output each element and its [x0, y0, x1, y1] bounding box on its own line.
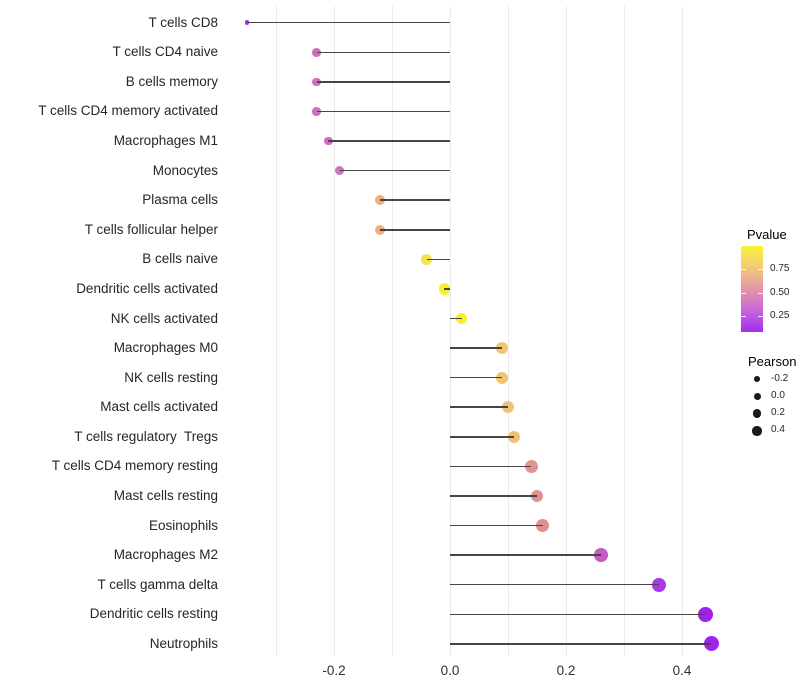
x-axis-tick-label: 0.2	[556, 663, 576, 678]
lollipop-stick	[450, 376, 503, 379]
pearson-legend-dot	[752, 426, 762, 436]
row-label: Macrophages M2	[113, 547, 218, 563]
pvalue-legend-title: Pvalue	[747, 227, 787, 242]
row-label: B cells memory	[125, 73, 218, 89]
colorbar-tick-mark	[741, 292, 746, 294]
row-label: Mast cells activated	[100, 399, 218, 415]
gridline	[449, 6, 451, 656]
lollipop-stick	[316, 51, 450, 54]
lollipop-stick	[450, 554, 601, 556]
lollipop-stick	[380, 229, 450, 231]
lollipop-point	[703, 636, 719, 652]
x-axis-tick-label: 0.4	[672, 663, 692, 678]
lollipop-point	[335, 166, 345, 176]
colorbar-tick-mark	[758, 316, 763, 318]
row-label: T cells gamma delta	[97, 576, 218, 592]
row-label: B cells naive	[142, 251, 218, 267]
row-label: Mast cells resting	[113, 487, 218, 503]
gridline	[565, 6, 567, 656]
lollipop-stick	[450, 317, 462, 320]
pearson-legend-label: -0.2	[771, 372, 789, 384]
gridline	[623, 6, 625, 656]
pvalue-colorbar	[741, 246, 763, 332]
row-label: NK cells activated	[110, 310, 218, 326]
colorbar-tick-mark	[741, 316, 746, 318]
lollipop-stick	[316, 110, 450, 113]
lollipop-stick	[328, 140, 450, 142]
x-axis-tick-label: 0.0	[440, 663, 460, 678]
row-label: T cells CD8	[148, 14, 218, 30]
pearson-legend-label: 0.2	[771, 407, 785, 419]
pearson-legend-label: 0.4	[771, 424, 785, 436]
lollipop-point	[501, 401, 515, 414]
colorbar-tick-label: 0.50	[770, 286, 790, 298]
gridline	[681, 6, 683, 656]
lollipop-stick	[450, 347, 503, 349]
lollipop-stick	[380, 199, 450, 201]
gridline	[275, 6, 277, 656]
lollipop-stick	[426, 258, 450, 261]
gridline	[333, 6, 335, 656]
gridline	[391, 6, 393, 656]
lollipop-stick	[450, 643, 711, 645]
lollipop-stick	[444, 288, 450, 290]
lollipop-point	[496, 341, 509, 355]
gridline	[507, 6, 509, 656]
lollipop-stick	[450, 524, 543, 527]
colorbar-tick-label: 0.75	[770, 263, 790, 275]
pearson-legend-dot	[754, 376, 760, 382]
colorbar-tick-mark	[758, 269, 763, 271]
colorbar-tick-label: 0.25	[770, 310, 790, 322]
row-label: Neutrophils	[149, 635, 218, 651]
row-label: T cells follicular helper	[84, 221, 218, 237]
row-label: Macrophages M0	[113, 340, 218, 356]
lollipop-stick	[339, 169, 450, 172]
pearson-legend-dot	[752, 409, 762, 418]
row-label: T cells CD4 memory resting	[51, 458, 218, 474]
lollipop-stick	[247, 21, 450, 24]
lollipop-stick	[450, 495, 537, 497]
pearson-legend-label: 0.0	[771, 389, 785, 401]
row-label: NK cells resting	[124, 369, 218, 385]
lollipop-stick	[450, 465, 532, 468]
row-label: T cells regulatory Tregs	[74, 428, 218, 444]
colorbar-tick-mark	[758, 292, 763, 294]
lollipop-point	[496, 371, 509, 384]
row-label: Monocytes	[152, 162, 218, 178]
x-axis-tick-label: -0.2	[322, 663, 346, 678]
row-label: Plasma cells	[142, 192, 218, 208]
lollipop-stick	[450, 613, 706, 616]
row-label: Dendritic cells resting	[89, 606, 218, 622]
pearson-legend-dot	[753, 392, 761, 400]
row-label: T cells CD4 memory activated	[38, 103, 218, 119]
lollipop-stick	[450, 583, 659, 586]
lollipop-stick	[316, 81, 450, 83]
row-label: Dendritic cells activated	[76, 280, 218, 296]
row-label: Eosinophils	[148, 517, 218, 533]
lollipop-stick	[450, 406, 508, 408]
pearson-legend-title: Pearson	[748, 354, 797, 369]
colorbar-tick-mark	[741, 269, 746, 271]
lollipop-stick	[450, 436, 514, 438]
row-label: T cells CD4 naive	[112, 44, 218, 60]
row-label: Macrophages M1	[113, 133, 218, 149]
